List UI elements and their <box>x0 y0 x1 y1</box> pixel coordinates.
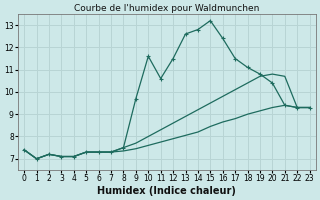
X-axis label: Humidex (Indice chaleur): Humidex (Indice chaleur) <box>98 186 236 196</box>
Title: Courbe de l'humidex pour Waldmunchen: Courbe de l'humidex pour Waldmunchen <box>74 4 260 13</box>
